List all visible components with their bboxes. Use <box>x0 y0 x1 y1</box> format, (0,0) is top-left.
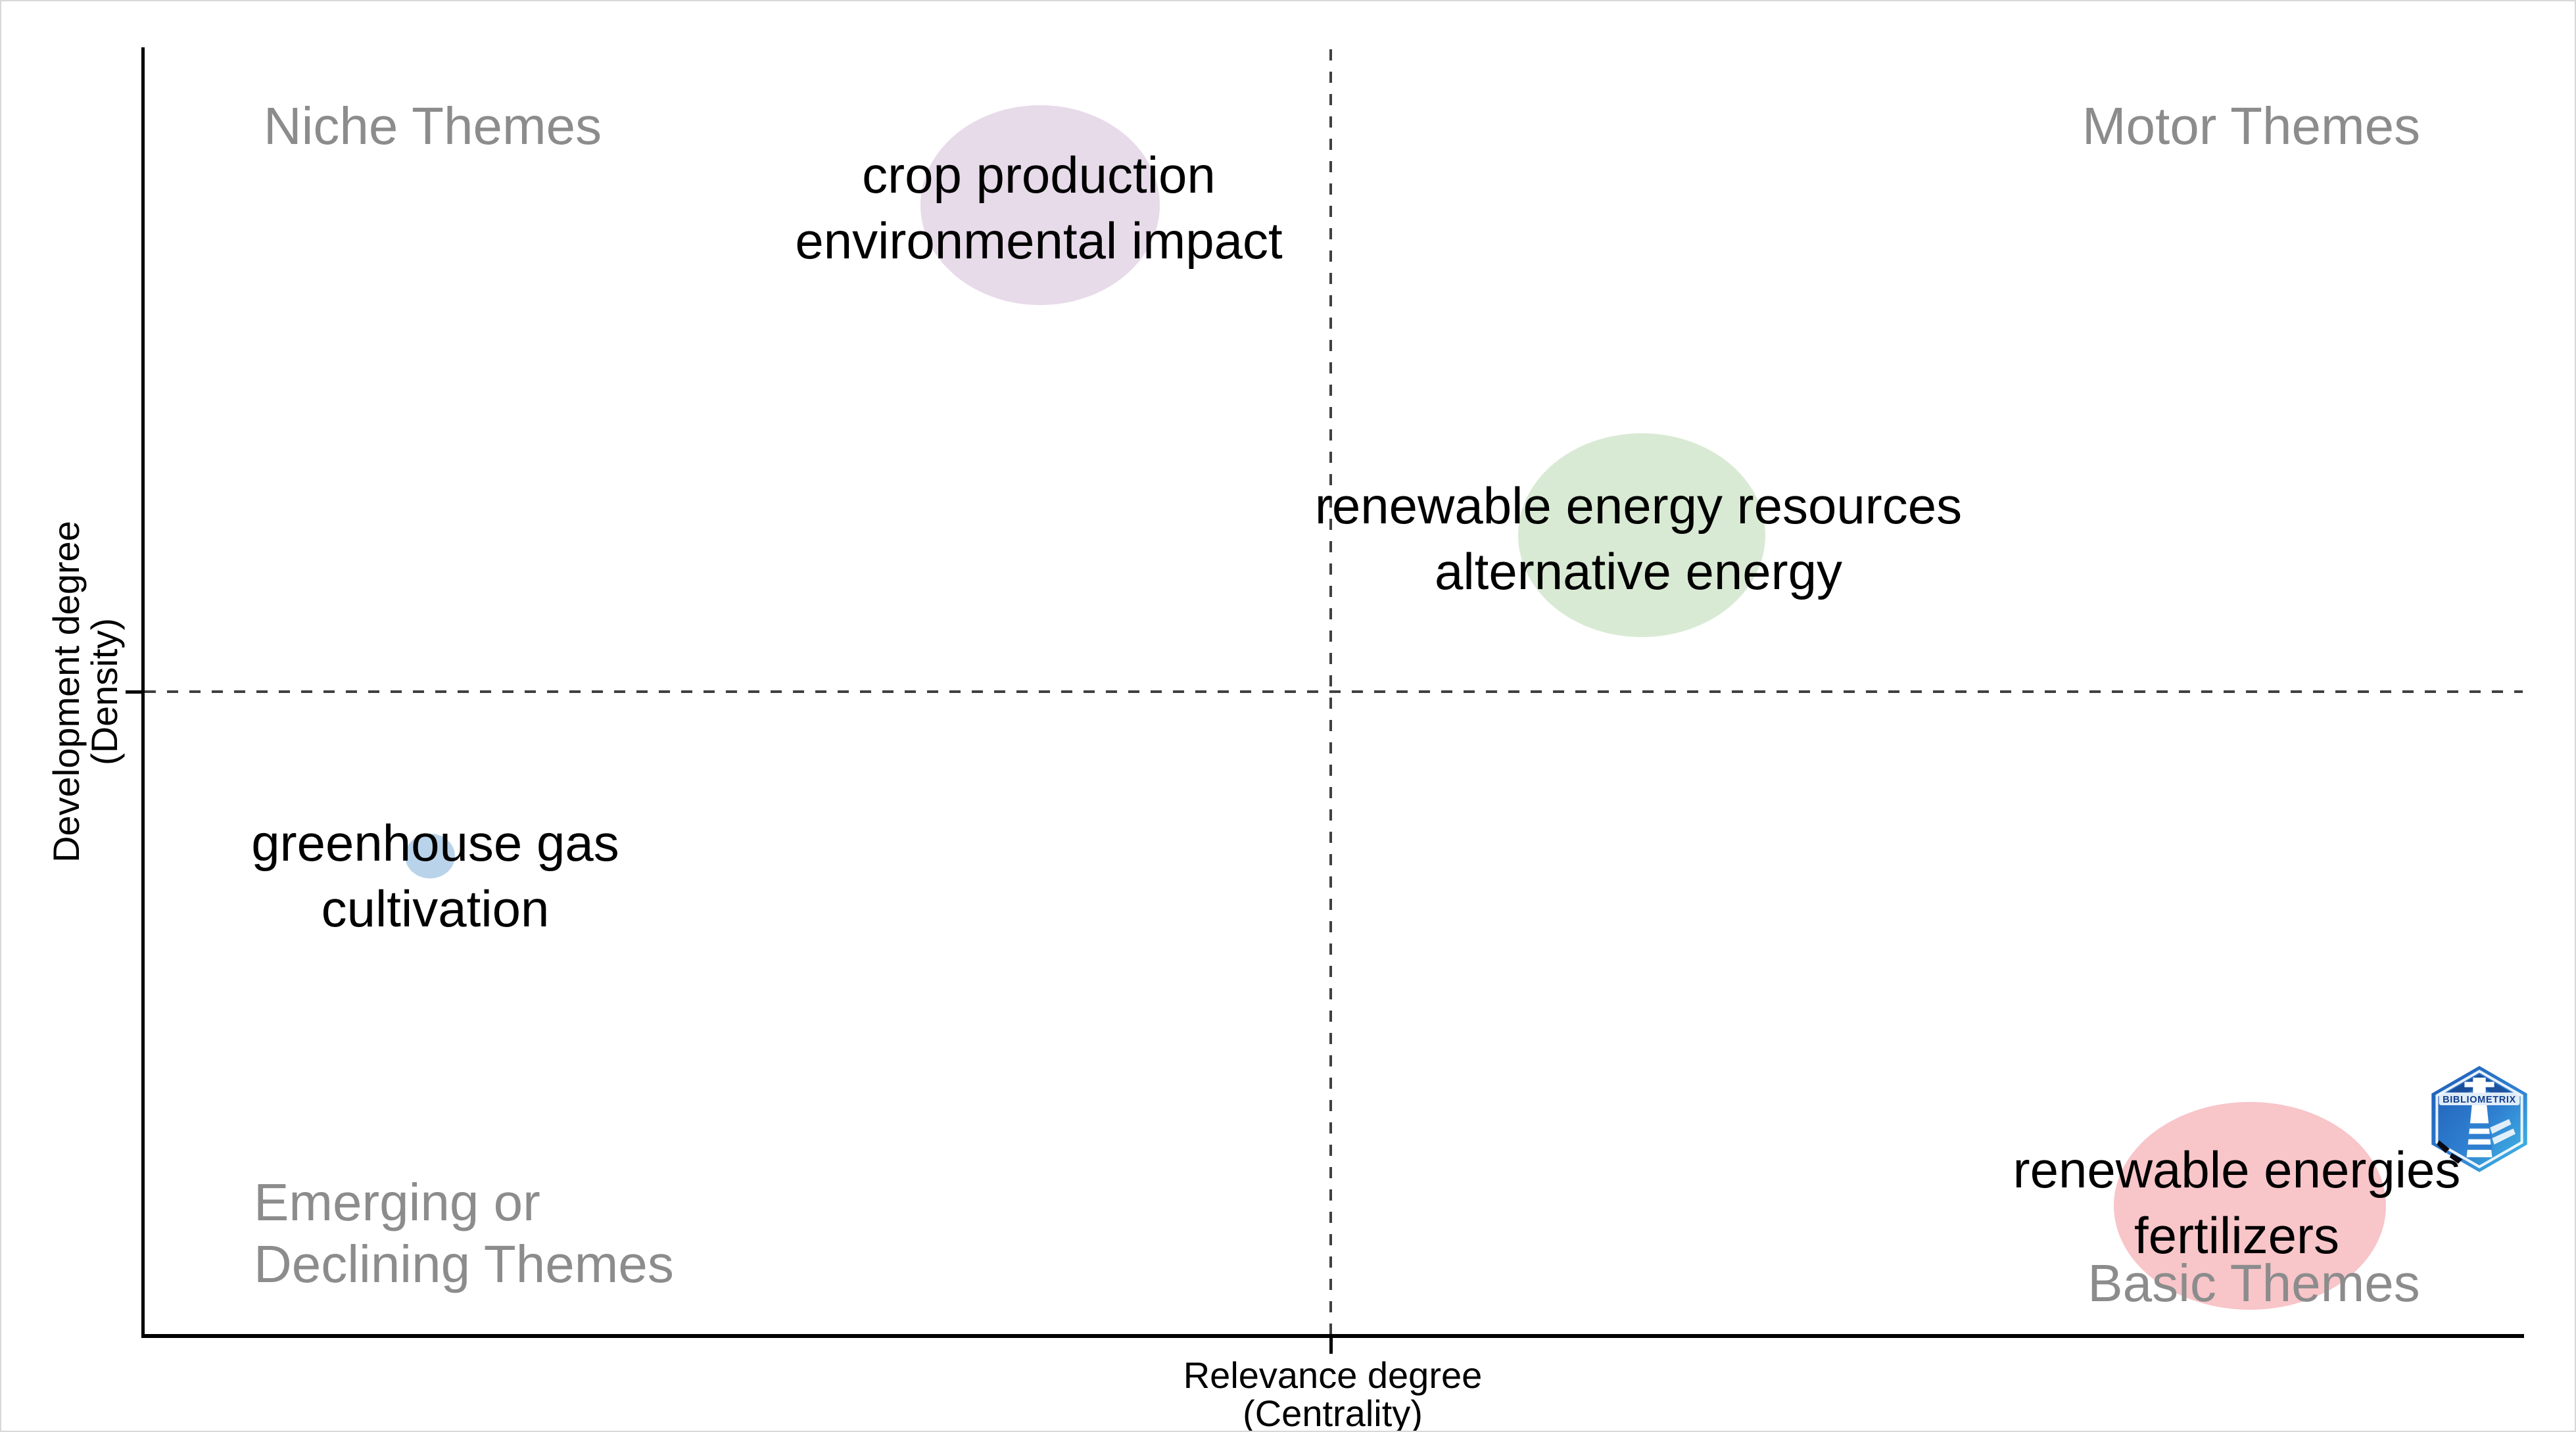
bubble-label-line: fertilizers <box>2134 1206 2340 1264</box>
x-axis-title-line: (Centrality) <box>1243 1393 1423 1432</box>
bubble-label-line: cultivation <box>321 880 550 938</box>
bubble-greenhouse-gas <box>405 834 455 878</box>
horizontal-median-dashed-line <box>145 690 2523 693</box>
bubble-label-line: renewable energies <box>2013 1141 2461 1199</box>
x-axis-tick <box>1329 1338 1333 1354</box>
quadrant-label-motor-themes: Motor Themes <box>2082 97 2421 155</box>
quadrant-label-niche-themes: Niche Themes <box>263 97 602 155</box>
bubble-label-line: alternative energy <box>1434 542 1843 600</box>
bubble-label-greenhouse-gas: greenhouse gas cultivation <box>251 810 619 942</box>
bubble-label-line: greenhouse gas <box>251 814 619 872</box>
y-axis-title-line: Development degree <box>45 521 87 863</box>
bibliometrix-logo-text: BIBLIOMETRIX <box>2443 1095 2516 1105</box>
y-axis-title: Development degree (Density) <box>45 521 125 863</box>
y-axis-line <box>141 47 145 1337</box>
x-axis-line <box>141 1334 2524 1338</box>
bubble-crop-production <box>920 105 1160 305</box>
x-axis-title-line: Relevance degree <box>1183 1354 1483 1396</box>
quadrant-label-line: Declining Themes <box>254 1235 674 1293</box>
y-axis-tick <box>126 690 141 694</box>
bubble-renewable-energy-resources <box>1518 433 1765 637</box>
quadrant-label-line: Emerging or <box>254 1173 540 1231</box>
quadrant-label-emerging-declining-themes: Emerging or Declining Themes <box>254 1172 674 1295</box>
bibliometrix-logo: BIBLIOMETRIX <box>2426 1064 2533 1174</box>
bubble-label-renewable-energies: renewable energies fertilizers <box>2013 1137 2461 1268</box>
y-axis-title-line: (Density) <box>83 617 125 766</box>
bibliometrix-logo-icon: BIBLIOMETRIX <box>2431 1066 2527 1172</box>
bubble-label-crop-production: crop production environmental impact <box>795 142 1282 274</box>
x-axis-title: Relevance degree (Centrality) <box>1183 1354 1483 1432</box>
bubble-renewable-energies <box>2114 1102 2386 1310</box>
bubble-label-renewable-energy-resources: renewable energy resources alternative e… <box>1315 473 1962 604</box>
quadrant-label-basic-themes: Basic Themes <box>2087 1254 2420 1312</box>
bubble-label-line: renewable energy resources <box>1314 477 1963 535</box>
bubble-label-line: environmental impact <box>795 212 1283 270</box>
bubble-label-line: crop production <box>862 146 1216 204</box>
